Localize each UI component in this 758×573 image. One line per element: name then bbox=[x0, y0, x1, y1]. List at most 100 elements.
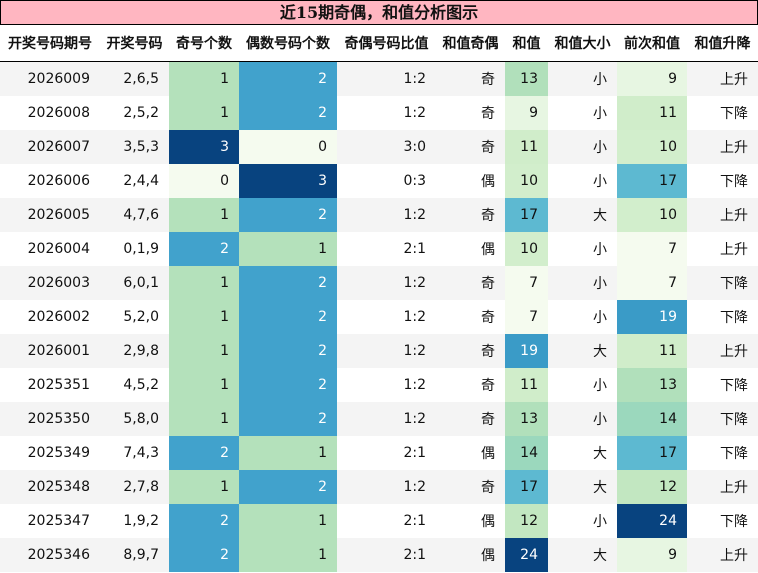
cell-sum-parity: 奇 bbox=[436, 198, 505, 232]
cell-odd-even-ratio: 1:2 bbox=[337, 368, 436, 402]
cell-issue: 2025349 bbox=[0, 436, 100, 470]
cell-prev-sum: 24 bbox=[617, 504, 687, 538]
cell-sum: 13 bbox=[505, 61, 548, 96]
cell-sum-size: 大 bbox=[548, 538, 617, 572]
table-row: 2025348 2,7,8 1 2 1:2 奇 17 大 12 上升 bbox=[0, 470, 758, 504]
cell-sum-trend: 下降 bbox=[687, 368, 758, 402]
cell-odd-even-ratio: 1:2 bbox=[337, 470, 436, 504]
cell-even-count: 2 bbox=[239, 300, 337, 334]
table-row: 2026008 2,5,2 1 2 1:2 奇 9 小 11 下降 bbox=[0, 96, 758, 130]
cell-prev-sum: 17 bbox=[617, 164, 687, 198]
cell-odd-even-ratio: 1:2 bbox=[337, 266, 436, 300]
cell-sum-parity: 奇 bbox=[436, 96, 505, 130]
cell-odd-count: 1 bbox=[169, 96, 239, 130]
header-sum: 和值 bbox=[505, 25, 548, 62]
table-row: 2025346 8,9,7 2 1 2:1 偶 24 大 9 上升 bbox=[0, 538, 758, 572]
cell-sum-parity: 奇 bbox=[436, 334, 505, 368]
cell-issue: 2026009 bbox=[0, 61, 100, 96]
cell-odd-count: 1 bbox=[169, 198, 239, 232]
cell-numbers: 5,2,0 bbox=[100, 300, 169, 334]
cell-sum-trend: 上升 bbox=[687, 470, 758, 504]
cell-prev-sum: 11 bbox=[617, 334, 687, 368]
cell-issue: 2026001 bbox=[0, 334, 100, 368]
cell-sum-parity: 奇 bbox=[436, 130, 505, 164]
cell-odd-even-ratio: 1:2 bbox=[337, 198, 436, 232]
cell-numbers: 4,7,6 bbox=[100, 198, 169, 232]
cell-numbers: 2,7,8 bbox=[100, 470, 169, 504]
cell-numbers: 8,9,7 bbox=[100, 538, 169, 572]
cell-prev-sum: 9 bbox=[617, 538, 687, 572]
cell-issue: 2026003 bbox=[0, 266, 100, 300]
cell-sum-size: 小 bbox=[548, 232, 617, 266]
cell-numbers: 1,9,2 bbox=[100, 504, 169, 538]
cell-sum-size: 小 bbox=[548, 96, 617, 130]
cell-issue: 2026002 bbox=[0, 300, 100, 334]
cell-even-count: 2 bbox=[239, 470, 337, 504]
cell-sum: 10 bbox=[505, 164, 548, 198]
cell-issue: 2025351 bbox=[0, 368, 100, 402]
cell-issue: 2026004 bbox=[0, 232, 100, 266]
odd-even-sum-table: 开奖号码期号 开奖号码 奇号个数 偶数号码个数 奇偶号码比值 和值奇偶 和值 和值大小 前次和值… bbox=[0, 25, 758, 572]
cell-odd-even-ratio: 1:2 bbox=[337, 61, 436, 96]
cell-sum-parity: 偶 bbox=[436, 504, 505, 538]
cell-sum: 7 bbox=[505, 266, 548, 300]
header-odd-even-ratio: 奇偶号码比值 bbox=[337, 25, 436, 62]
cell-numbers: 2,9,8 bbox=[100, 334, 169, 368]
cell-prev-sum: 11 bbox=[617, 96, 687, 130]
cell-odd-count: 2 bbox=[169, 436, 239, 470]
cell-sum: 13 bbox=[505, 402, 548, 436]
cell-prev-sum: 13 bbox=[617, 368, 687, 402]
cell-prev-sum: 14 bbox=[617, 402, 687, 436]
cell-odd-count: 1 bbox=[169, 266, 239, 300]
cell-sum-size: 小 bbox=[548, 130, 617, 164]
table-title: 近15期奇偶，和值分析图示 bbox=[0, 0, 758, 25]
cell-sum-trend: 上升 bbox=[687, 334, 758, 368]
table-row: 2026007 3,5,3 3 0 3:0 奇 11 小 10 上升 bbox=[0, 130, 758, 164]
header-row: 开奖号码期号 开奖号码 奇号个数 偶数号码个数 奇偶号码比值 和值奇偶 和值 和值大小 前次和值… bbox=[0, 25, 758, 62]
cell-numbers: 4,5,2 bbox=[100, 368, 169, 402]
header-sum-size: 和值大小 bbox=[548, 25, 617, 62]
cell-prev-sum: 19 bbox=[617, 300, 687, 334]
cell-sum-trend: 上升 bbox=[687, 130, 758, 164]
table-row: 2025347 1,9,2 2 1 2:1 偶 12 小 24 下降 bbox=[0, 504, 758, 538]
cell-sum-size: 小 bbox=[548, 61, 617, 96]
cell-even-count: 1 bbox=[239, 504, 337, 538]
cell-numbers: 2,6,5 bbox=[100, 61, 169, 96]
cell-odd-count: 1 bbox=[169, 368, 239, 402]
cell-sum: 11 bbox=[505, 368, 548, 402]
cell-numbers: 7,4,3 bbox=[100, 436, 169, 470]
cell-sum-trend: 下降 bbox=[687, 300, 758, 334]
cell-sum-size: 大 bbox=[548, 470, 617, 504]
header-issue: 开奖号码期号 bbox=[0, 25, 100, 62]
cell-sum-parity: 奇 bbox=[436, 470, 505, 504]
cell-sum-parity: 奇 bbox=[436, 300, 505, 334]
cell-sum-size: 小 bbox=[548, 368, 617, 402]
table-row: 2025349 7,4,3 2 1 2:1 偶 14 大 17 下降 bbox=[0, 436, 758, 470]
cell-sum-size: 小 bbox=[548, 266, 617, 300]
header-numbers: 开奖号码 bbox=[100, 25, 169, 62]
cell-even-count: 1 bbox=[239, 436, 337, 470]
cell-prev-sum: 10 bbox=[617, 130, 687, 164]
header-odd-count: 奇号个数 bbox=[169, 25, 239, 62]
cell-numbers: 3,5,3 bbox=[100, 130, 169, 164]
cell-even-count: 2 bbox=[239, 96, 337, 130]
header-prev-sum: 前次和值 bbox=[617, 25, 687, 62]
cell-sum: 17 bbox=[505, 470, 548, 504]
cell-sum-trend: 上升 bbox=[687, 538, 758, 572]
cell-odd-count: 1 bbox=[169, 61, 239, 96]
cell-prev-sum: 10 bbox=[617, 198, 687, 232]
cell-sum: 11 bbox=[505, 130, 548, 164]
cell-odd-count: 2 bbox=[169, 504, 239, 538]
cell-odd-even-ratio: 2:1 bbox=[337, 232, 436, 266]
cell-odd-count: 2 bbox=[169, 538, 239, 572]
cell-sum-trend: 下降 bbox=[687, 402, 758, 436]
cell-issue: 2026008 bbox=[0, 96, 100, 130]
cell-sum-parity: 偶 bbox=[436, 232, 505, 266]
cell-sum-size: 大 bbox=[548, 334, 617, 368]
cell-even-count: 0 bbox=[239, 130, 337, 164]
cell-issue: 2026005 bbox=[0, 198, 100, 232]
cell-odd-count: 1 bbox=[169, 300, 239, 334]
cell-odd-even-ratio: 1:2 bbox=[337, 300, 436, 334]
cell-sum-parity: 奇 bbox=[436, 61, 505, 96]
table-row: 2026003 6,0,1 1 2 1:2 奇 7 小 7 下降 bbox=[0, 266, 758, 300]
